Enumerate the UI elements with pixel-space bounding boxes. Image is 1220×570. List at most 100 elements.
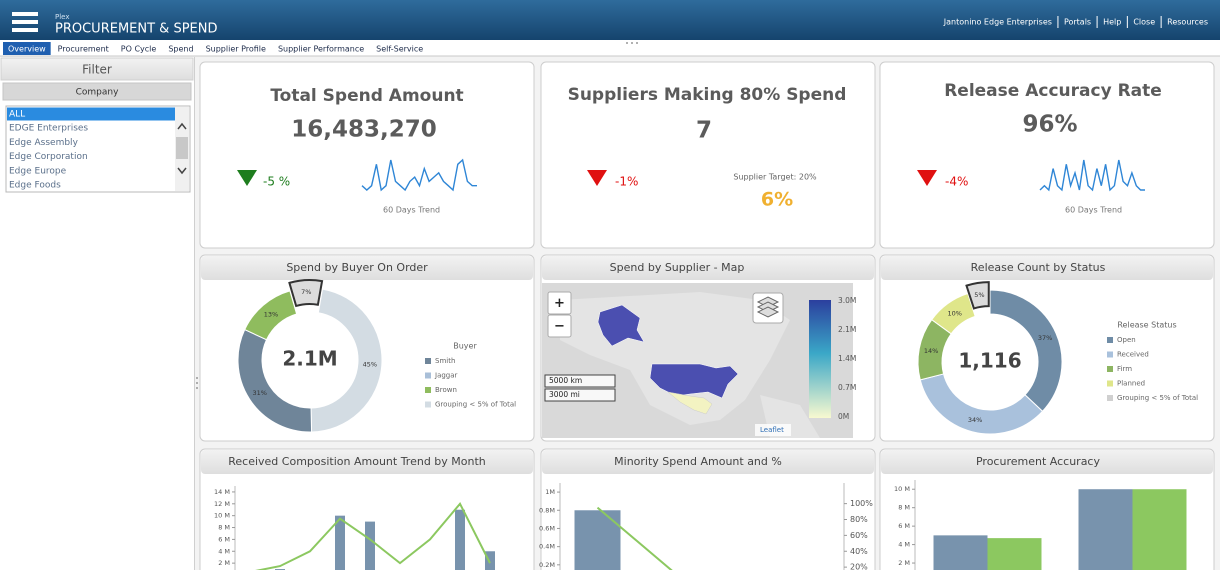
bar (1078, 489, 1133, 570)
segment-label: 14% (924, 347, 938, 355)
y-tick-label: 2 M (898, 559, 910, 567)
y-tick-label: 0.4M (539, 543, 555, 551)
scale-label: 5000 km (549, 376, 582, 385)
legend-swatch (1107, 395, 1113, 401)
company-item[interactable]: Edge Assembly (9, 138, 79, 148)
tab[interactable]: Procurement (58, 45, 109, 54)
legend-label: Jaggar (434, 372, 458, 380)
attribution-bg (755, 424, 791, 436)
splitter-dot (196, 387, 198, 389)
segment-label: 34% (968, 416, 982, 424)
donut-segment[interactable] (931, 292, 976, 335)
y2-tick-label: 80% (850, 515, 868, 524)
company-item[interactable]: EDGE Enterprises (9, 124, 88, 134)
bar (933, 535, 988, 570)
selected-item-bg (7, 107, 175, 121)
kpi-change: -4% (945, 175, 968, 189)
tab[interactable]: Supplier Profile (206, 45, 266, 54)
target-label: Supplier Target: 20% (733, 173, 817, 182)
panel-title: Release Count by Status (971, 261, 1106, 274)
donut-segment[interactable] (244, 290, 298, 341)
y-tick-label: 0.6M (539, 524, 555, 532)
trend-arrow (237, 170, 257, 186)
panel (879, 61, 1215, 249)
y-tick-label: 4 M (898, 541, 910, 549)
legend-title: Buyer (453, 342, 477, 351)
panel-title: Received Composition Amount Trend by Mon… (228, 455, 486, 468)
panel-title: Spend by Supplier - Map (610, 261, 745, 274)
tab[interactable]: Self-Service (376, 45, 423, 54)
scale-box (544, 374, 616, 388)
tab[interactable]: Supplier Performance (278, 45, 364, 54)
company-item[interactable]: Edge Europe (9, 166, 67, 176)
donut-segment[interactable] (310, 288, 383, 433)
color-scale-label: 0M (838, 412, 849, 421)
segment-label: 5% (974, 291, 984, 299)
panel-title-bar (881, 450, 1213, 474)
color-scale-label: 3.0M (838, 296, 856, 305)
y-tick-label: 1M (545, 488, 555, 496)
kpi-change: -1% (615, 175, 638, 189)
donut-segment[interactable] (965, 281, 990, 310)
kpi-title: Suppliers Making 80% Spend (568, 85, 847, 105)
panel-title-bar (881, 256, 1213, 280)
layers-icon (756, 306, 780, 318)
scroll-up[interactable] (177, 122, 187, 130)
menu-icon-bar[interactable] (12, 28, 38, 32)
y-tick-label: 8 M (218, 524, 230, 532)
tab[interactable]: Overview (8, 45, 46, 54)
kpi-value: 16,483,270 (291, 117, 437, 143)
zoom-label[interactable]: + (554, 296, 565, 311)
section-title: Company (76, 88, 119, 98)
legend-swatch (425, 401, 431, 408)
header-link[interactable]: Jantonino Edge Enterprises (943, 18, 1052, 27)
kpi-value: 96% (1022, 112, 1077, 138)
tab[interactable]: Spend (168, 45, 193, 54)
zoom-button[interactable] (547, 314, 572, 338)
tab[interactable]: PO Cycle (121, 45, 157, 54)
legend-swatch (425, 358, 431, 364)
menu-icon-bar[interactable] (12, 12, 38, 16)
y-tick-label: 0.8M (539, 506, 555, 514)
segment-label: 37% (1038, 334, 1052, 342)
header-link[interactable]: Resources (1167, 18, 1208, 27)
splitter-dot (631, 42, 633, 44)
sparkline (361, 158, 477, 192)
legend-label: Planned (1117, 380, 1145, 388)
legend-swatch (1107, 366, 1113, 372)
splitter-dot (196, 377, 198, 379)
scroll-down[interactable] (177, 167, 187, 175)
zoom-button[interactable] (547, 291, 572, 315)
region-mexico (667, 391, 713, 415)
bar (987, 538, 1042, 570)
bar (574, 510, 621, 570)
y-tick-label: 10 M (894, 485, 910, 493)
header-link[interactable]: Portals (1064, 18, 1091, 27)
region-alaska (597, 304, 645, 347)
attribution[interactable]: Leaflet (760, 426, 784, 434)
segment-label: 7% (301, 288, 311, 296)
bar (335, 515, 345, 570)
legend-label: Smith (435, 357, 455, 365)
y-tick-label: 0.2M (539, 561, 555, 569)
section-header (2, 82, 192, 101)
panel (540, 448, 876, 570)
company-item[interactable]: Edge Corporation (9, 152, 88, 162)
company-item[interactable]: ALL (9, 110, 25, 120)
company-item[interactable]: Edge Foods (9, 181, 61, 191)
donut-segment[interactable] (288, 279, 324, 308)
color-scale-label: 1.4M (838, 354, 856, 363)
panel (540, 61, 876, 249)
y2-tick-label: 100% (850, 499, 873, 508)
bar (365, 521, 375, 570)
splitter-dot (626, 42, 628, 44)
donut-center: 2.1M (282, 347, 337, 371)
zoom-label[interactable]: − (554, 319, 565, 334)
menu-icon-bar[interactable] (12, 20, 38, 24)
panel-title-bar (201, 256, 533, 280)
header-link[interactable]: Close (1133, 18, 1155, 27)
filter-title: Filter (82, 63, 112, 77)
header-link[interactable]: Help (1103, 18, 1121, 27)
kpi-value: 7 (696, 118, 712, 144)
